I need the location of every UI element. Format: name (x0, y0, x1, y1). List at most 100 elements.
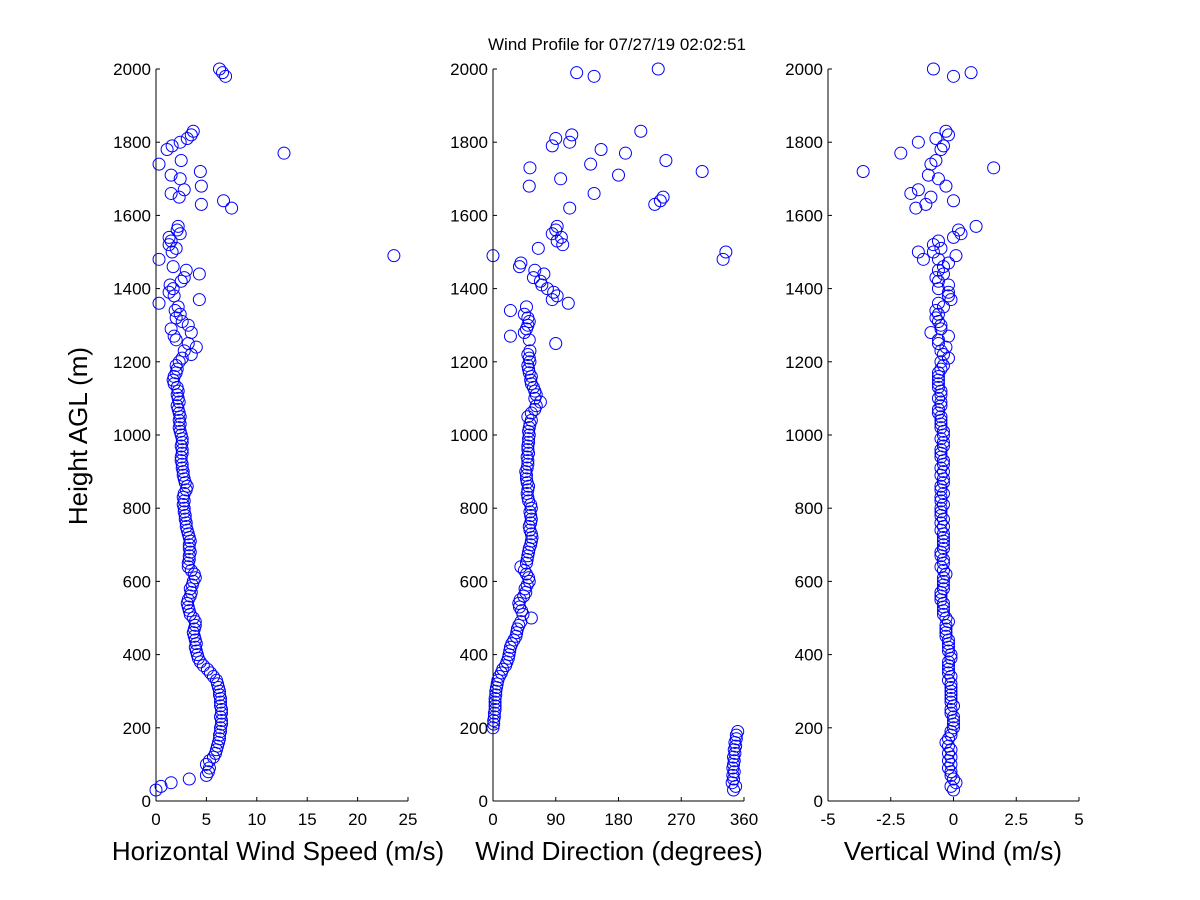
vertical-data-point (936, 538, 950, 552)
speed-data-point (152, 296, 166, 310)
direction-panel: Wind Direction (degrees) 0 200 400 600 800 10… (450, 60, 763, 866)
direction-data-point (561, 296, 575, 310)
vertical-data-point (964, 66, 978, 80)
direction-data-point (488, 703, 502, 716)
direction-data-point (727, 783, 741, 797)
direction-data-point (695, 164, 709, 178)
vertical-y-tick-label: 2000 (785, 60, 823, 79)
speed-x-tick-label: 5 (202, 810, 211, 829)
speed-data-point (186, 124, 200, 138)
direction-data-point (549, 132, 563, 146)
direction-data-point (523, 161, 537, 175)
vertical-data-point (939, 735, 953, 749)
vertical-data-point (931, 402, 945, 416)
speed-data-point (169, 333, 183, 347)
vertical-data-point (911, 245, 925, 259)
direction-data-point (487, 710, 501, 724)
direction-data-point (584, 157, 598, 171)
speed-data-point (168, 304, 182, 318)
direction-data-point (550, 289, 564, 303)
speed-data-point (167, 369, 181, 383)
vertical-x-tick-label: 2.5 (1004, 810, 1028, 829)
vertical-data-point (947, 772, 960, 786)
direction-data-point (521, 457, 535, 471)
vertical-data-point (934, 560, 948, 574)
speed-y-tick-label: 1200 (113, 353, 151, 372)
speed-data-point (186, 574, 200, 588)
direction-data-point (488, 699, 502, 713)
vertical-data-point (944, 293, 958, 307)
speed-x-axis-label: Horizontal Wind Speed (m/s) (112, 836, 444, 866)
speed-panel: Horizontal Wind Speed (m/s) 020040060080… (112, 60, 444, 866)
vertical-data-point (939, 124, 953, 138)
vertical-data-point (949, 776, 963, 790)
speed-data-point (179, 520, 193, 533)
direction-data-point (731, 724, 745, 738)
vertical-data-point (931, 234, 945, 248)
vertical-data-point (941, 655, 955, 669)
speed-data-point (184, 563, 198, 577)
speed-data-point (165, 139, 179, 153)
direction-data-point (550, 219, 564, 233)
vertical-data-point (934, 362, 948, 376)
vertical-data-point (936, 439, 950, 453)
direction-data-point (486, 249, 500, 263)
direction-data-point (522, 571, 536, 585)
speed-data-point (194, 179, 208, 193)
vertical-data-point (941, 673, 955, 687)
speed-y-tick-label: 2000 (113, 60, 151, 79)
direction-y-tick-label: 200 (460, 719, 488, 738)
speed-data-point (184, 128, 198, 142)
vertical-data-point (941, 278, 955, 292)
speed-y-tick-label: 0 (142, 792, 151, 811)
speed-x-tick-label: 15 (298, 810, 317, 829)
speed-data-point (177, 344, 191, 358)
speed-data-point (172, 355, 186, 369)
speed-y-tick-label: 1400 (113, 280, 151, 299)
direction-data-point (570, 66, 584, 80)
vertical-x-tick-label: 5 (1074, 810, 1083, 829)
y-axis-label: Height AGL (m) (63, 347, 93, 525)
direction-data-point (488, 695, 502, 709)
speed-data-point (213, 688, 227, 702)
direction-data-point (503, 329, 517, 343)
direction-data-point (521, 311, 535, 325)
speed-data-point (213, 732, 227, 746)
vertical-data-point (931, 377, 945, 391)
direction-data-point (545, 227, 559, 241)
vertical-data-point (934, 355, 948, 369)
vertical-data-point (954, 227, 968, 241)
speed-data-point (175, 446, 189, 460)
vertical-data-point (934, 410, 948, 424)
speed-data-point (192, 267, 206, 281)
direction-data-point (487, 717, 501, 731)
direction-y-tick-label: 600 (460, 572, 488, 591)
speed-data-point (173, 135, 187, 149)
direction-data-point (653, 194, 667, 208)
vertical-data-point (941, 289, 955, 303)
vertical-data-point (934, 322, 948, 336)
vertical-data-point (947, 69, 960, 83)
vertical-y-tick-label: 200 (795, 719, 823, 738)
vertical-y-tick-label: 400 (795, 646, 823, 665)
direction-data-point (524, 611, 538, 625)
direction-data-point (521, 410, 535, 424)
direction-data-point (533, 274, 547, 288)
direction-data-point (521, 443, 535, 457)
vertical-data-point (947, 194, 960, 208)
vertical-data-point (987, 161, 1001, 175)
vertical-data-point (931, 380, 945, 394)
speed-data-point (277, 146, 291, 160)
speed-data-point (215, 717, 229, 731)
speed-data-point (165, 245, 179, 259)
vertical-data-point (941, 285, 955, 299)
direction-data-point (523, 344, 537, 358)
vertical-data-point (941, 128, 955, 142)
speed-data-point (164, 776, 178, 790)
speed-data-point (199, 757, 213, 771)
vertical-data-point (936, 435, 950, 449)
direction-y-tick-label: 1800 (450, 133, 488, 152)
vertical-data-point (924, 190, 938, 204)
vertical-y-tick-label: 800 (795, 499, 823, 518)
